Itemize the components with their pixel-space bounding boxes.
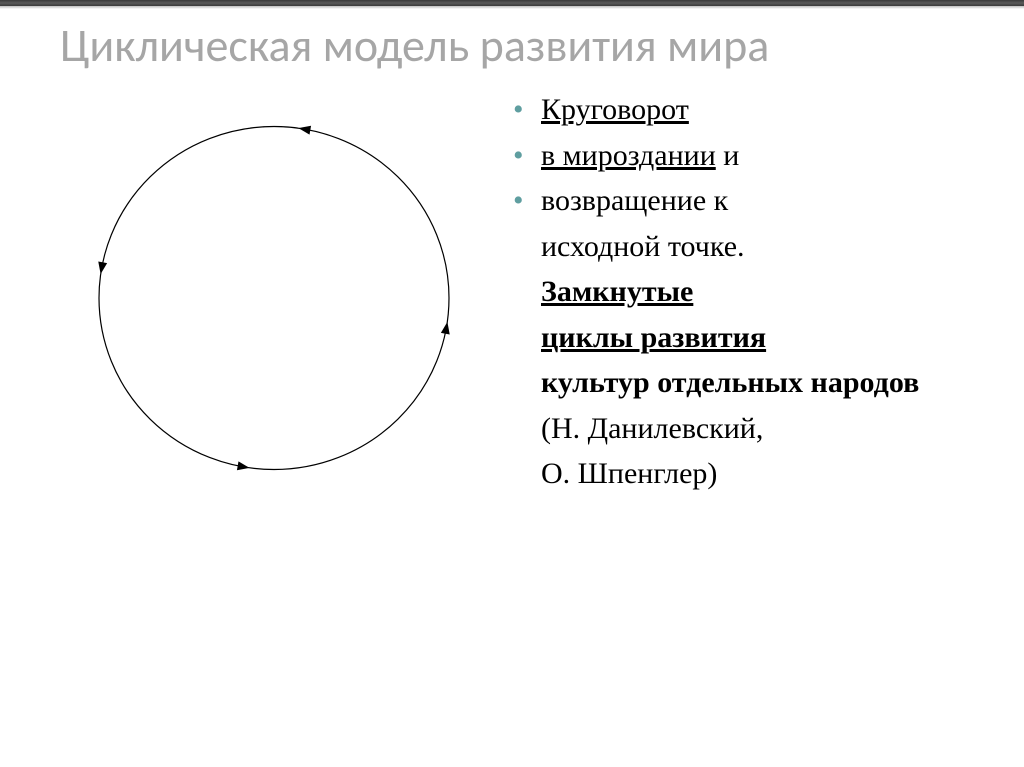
bullet-text: культур отдельных народов [541,366,919,399]
bullet-item: исходной точке. [507,225,974,269]
bullet-text: циклы развития [541,321,766,354]
bullet-text: О. Шпенглер) [541,457,717,490]
diagram-column [40,88,507,498]
arrow-right-icon [440,322,449,335]
bullet-list: Круговорот в мироздании и возвращение к исх… [507,88,974,496]
bullet-text: (Н. Данилевский, [541,412,763,445]
bullet-item: Замкнутые [507,270,974,314]
bullet-item: О. Шпенглер) [507,452,974,496]
bullet-item: циклы развития [507,316,974,360]
arrow-left-icon [98,262,107,275]
bullet-item: в мироздании и [507,134,974,178]
arrow-bottom-icon [236,462,249,471]
cycle-circle-diagram [74,98,474,498]
text-column: Круговорот в мироздании и возвращение к исх… [507,88,984,498]
bullet-text: возвращение к [541,184,728,217]
cycle-circle [99,127,449,470]
arrow-top-icon [298,126,311,135]
bullet-item: (Н. Данилевский, [507,407,974,451]
slide: { "title": "Циклическая модель развития … [0,0,1024,767]
title-area: Циклическая модель развития мира [0,6,1024,78]
bullet-item: Круговорот [507,88,974,132]
bullet-item: культур отдельных народов [507,361,974,405]
bullet-text: исходной точке. [541,230,745,263]
bullet-text: Круговорот [541,93,689,126]
decorative-top-bar [0,0,1024,6]
bullet-text: Замкнутые [541,275,693,308]
bullet-text-tail: и [716,139,740,172]
bullet-text: в мироздании [541,139,716,172]
slide-title: Циклическая модель развития мира [60,22,964,70]
bullet-item: возвращение к [507,179,974,223]
content-area: Круговорот в мироздании и возвращение к исх… [0,78,1024,498]
